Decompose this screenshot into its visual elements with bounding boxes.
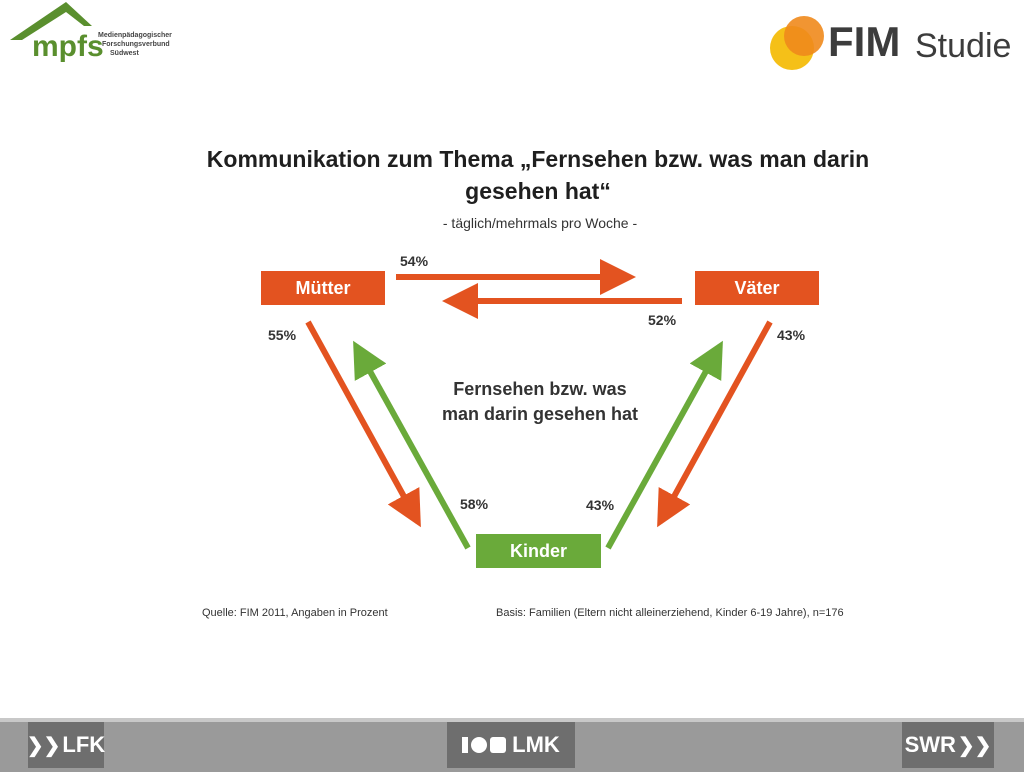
edge-label-kinder-muetter: 58% (460, 496, 489, 512)
edge-label-vaeter-kinder: 43% (777, 327, 806, 343)
node-muetter: Mütter (261, 271, 385, 305)
center-label: Fernsehen bzw. was man darin gesehen hat (400, 377, 680, 427)
basis-note: Basis: Familien (Eltern nicht alleinerzi… (496, 607, 844, 619)
mpfs-roof-icon (10, 2, 92, 40)
lfk-chevrons-icon: ❯❯ (26, 734, 61, 757)
title-line: gesehen hat“ (465, 178, 611, 204)
fim-circles-icon (770, 16, 824, 70)
footer-logo-swr: SWR ❯❯ (902, 722, 994, 768)
node-vaeter: Väter (695, 271, 819, 305)
footer-logo-lmk: LMK (447, 722, 575, 768)
page-title: Kommunikation zum Thema „Fernsehen bzw. … (120, 143, 956, 207)
arrow-kinder-vaeter (605, 340, 723, 550)
edge-label-muetter-kinder: 55% (268, 327, 297, 343)
fim-brand: FIM (828, 18, 901, 65)
center-label-line: Fernsehen bzw. was (453, 379, 627, 399)
mpfs-logo (8, 0, 178, 65)
lmk-logo-text: LMK (512, 732, 560, 757)
swr-chevrons-icon: ❯❯ (957, 734, 992, 757)
arrow-kinder-muetter (353, 340, 471, 550)
mpfs-subtitle: Medienpädagogischer Forschungsverbund Sü… (98, 31, 172, 58)
arrow-muetter-kinder (305, 320, 421, 528)
mpfs-subtitle-line: Südwest (110, 50, 139, 57)
lfk-logo-text: LFK (62, 732, 106, 757)
source-note: Quelle: FIM 2011, Angaben in Prozent (202, 607, 388, 619)
edge-label-vaeter-muetter: 52% (648, 312, 677, 328)
title-line: Kommunikation zum Thema „Fernsehen bzw. … (206, 146, 870, 172)
arrow-vaeter-kinder (657, 320, 773, 528)
fim-studie: Studie (915, 27, 1012, 65)
page-subtitle: - täglich/mehrmals pro Woche - (442, 215, 638, 231)
center-label-line: man darin gesehen hat (441, 404, 639, 424)
mpfs-subtitle-line: Medienpädagogischer (98, 32, 172, 39)
node-kinder: Kinder (476, 534, 601, 568)
edge-label-muetter-vaeter: 54% (400, 253, 429, 269)
mpfs-brand: mpfs (32, 30, 104, 63)
mpfs-subtitle-line: Forschungsverbund (102, 41, 170, 48)
footer-logo-lfk: ❯❯ LFK (26, 722, 106, 768)
lmk-shapes-icon (462, 737, 507, 753)
edge-label-kinder-vaeter: 43% (586, 497, 615, 513)
swr-logo-text: SWR (904, 732, 956, 757)
